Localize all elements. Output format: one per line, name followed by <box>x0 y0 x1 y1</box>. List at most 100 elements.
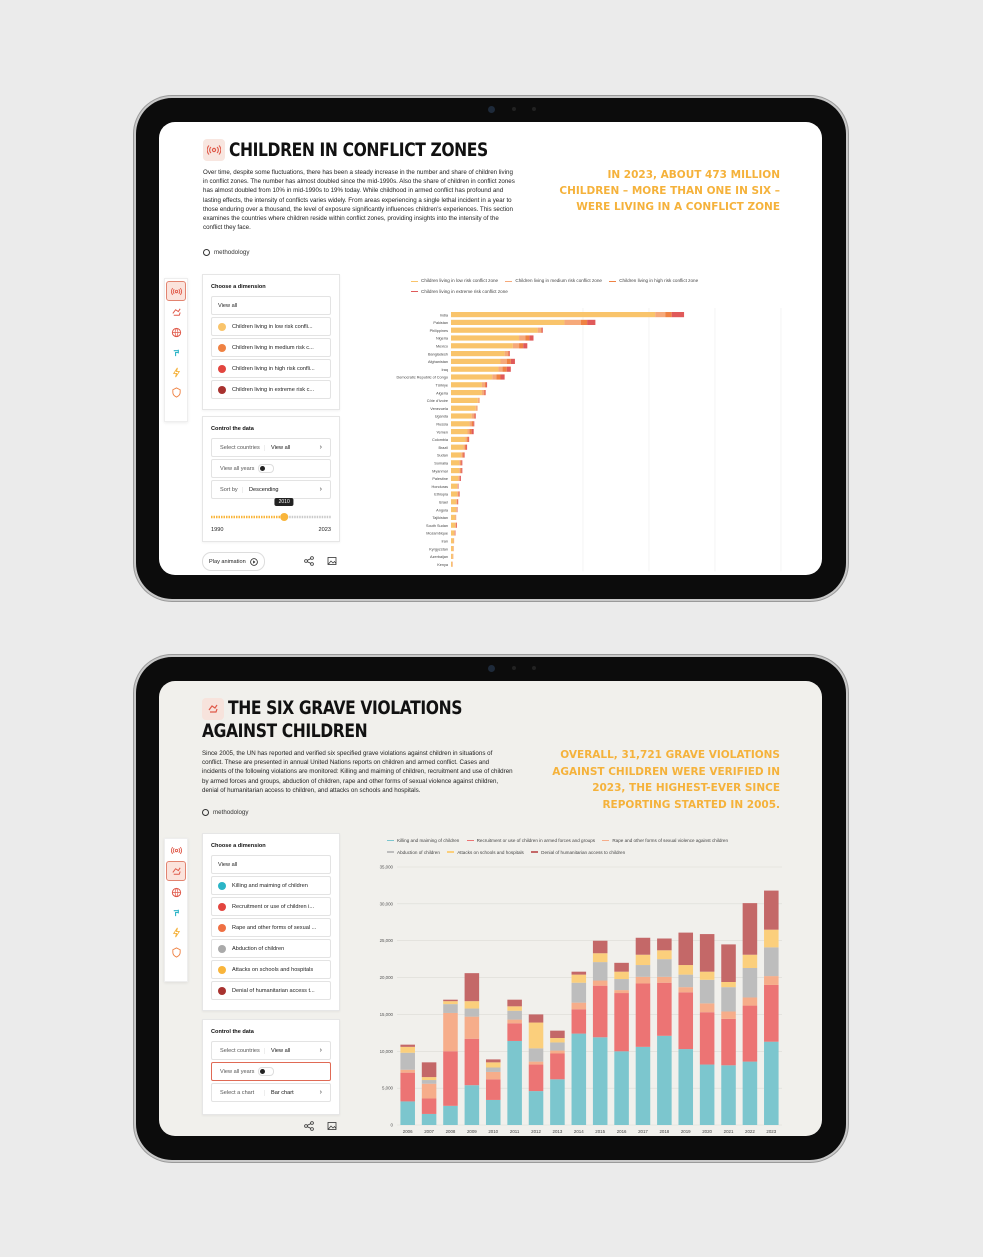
download-image-button[interactable] <box>325 554 338 567</box>
bar-segment <box>507 1023 522 1041</box>
view-all-years-toggle[interactable]: View all years <box>211 1062 331 1081</box>
legend-item-extreme[interactable]: Children living in extreme risk conflict… <box>411 287 508 297</box>
legend-item-low[interactable]: Children living in low risk conflict zon… <box>411 276 498 286</box>
bar-segment <box>550 1079 565 1125</box>
country-label: Azerbaijan <box>430 555 448 559</box>
sidebar-item-water[interactable] <box>167 343 185 361</box>
share-button[interactable] <box>302 1119 315 1132</box>
sidebar-item-protection[interactable] <box>167 383 185 401</box>
bar-segment-high <box>476 405 478 411</box>
methodology-link[interactable]: methodology <box>202 809 248 816</box>
sidebar-item-grave-violations[interactable] <box>167 303 185 321</box>
dimension-abduction[interactable]: Abduction of children <box>211 939 331 958</box>
sidebar-item-globe[interactable] <box>167 883 185 901</box>
bar-segment-low <box>451 413 472 419</box>
sidebar-item-protection[interactable] <box>167 943 185 961</box>
dimension-high-risk[interactable]: Children living in high risk confli... <box>211 359 331 378</box>
bar-segment-extreme <box>506 366 511 372</box>
select-countries[interactable]: Select countries View all › <box>211 1041 331 1060</box>
dimension-sexual-violence[interactable]: Rape and other forms of sexual ... <box>211 918 331 937</box>
page-title-line1: THE SIX GRAVE VIOLATIONS <box>228 697 463 719</box>
bar-segment <box>443 1001 458 1005</box>
bar-segment-high <box>465 444 467 450</box>
slider-thumb[interactable] <box>280 513 289 521</box>
legend-item-medium[interactable]: Children living in medium risk conflict … <box>505 276 602 286</box>
bar-segment <box>400 1072 415 1102</box>
view-all-years-toggle[interactable]: View all years <box>211 459 331 478</box>
dimension-view-all[interactable]: View all <box>211 296 331 315</box>
toggle-switch[interactable] <box>258 1067 275 1076</box>
bar-segment-medium <box>457 491 459 497</box>
play-animation-button[interactable]: Play animation <box>202 552 265 571</box>
x-tick-label: 2023 <box>766 1129 776 1134</box>
bar-segment-low <box>451 475 459 481</box>
legend-swatch <box>411 280 418 282</box>
slider-end-label: 2023 <box>318 527 331 533</box>
bar-segment-high <box>456 499 458 505</box>
share-button[interactable] <box>302 554 315 567</box>
country-label: Venezuela <box>430 407 449 411</box>
abduction-dot <box>218 944 226 953</box>
bar-segment <box>528 1064 544 1092</box>
legend-label: Children living in high risk conflict zo… <box>619 278 699 284</box>
country-label: Angola <box>436 508 449 512</box>
country-label: Iraq <box>441 368 448 372</box>
country-label: Afghanistan <box>428 360 448 364</box>
dimension-low-risk[interactable]: Children living in low risk confli... <box>211 317 331 336</box>
water-tap-icon <box>173 909 179 916</box>
bar-segment <box>464 1001 480 1009</box>
dimension-view-all[interactable]: View all <box>211 855 331 874</box>
bar-segment <box>507 999 522 1007</box>
sidebar-item-globe[interactable] <box>167 323 185 341</box>
select-countries[interactable]: Select countries View all › <box>211 438 331 457</box>
sidebar-item-climate[interactable] <box>167 923 185 941</box>
methodology-link[interactable]: methodology <box>203 249 249 256</box>
water-tap-icon <box>173 349 179 356</box>
screen-grave-violations: THE SIX GRAVE VIOLATIONS AGAINST CHILDRE… <box>159 681 822 1136</box>
control-title: Control the data <box>211 426 254 432</box>
bar-segment <box>635 954 651 966</box>
dimension-medium-risk[interactable]: Children living in medium risk c... <box>211 338 331 357</box>
bar-segment <box>528 1048 544 1062</box>
sidebar-item-climate[interactable] <box>167 363 185 381</box>
dimension-recruitment[interactable]: Recruitment or use of children i... <box>211 897 331 916</box>
x-tick-label: 2010 <box>488 1129 498 1134</box>
dimension-killing-maiming[interactable]: Killing and maiming of children <box>211 876 331 895</box>
bar-segment <box>421 1098 437 1114</box>
sexual-violence-dot <box>218 923 226 932</box>
bar-segment-medium <box>456 507 457 513</box>
y-tick-label: 20,000 <box>380 975 394 980</box>
legend-item-recruitment[interactable]: Recruitment or use of children in armed … <box>466 835 595 846</box>
bar-segment <box>443 1012 458 1052</box>
sidebar-item-water[interactable] <box>167 903 185 921</box>
legend-item-killing[interactable]: Killing and maiming of children <box>387 835 459 846</box>
legend-item-sexual-violence[interactable]: Rape and other forms of sexual violence … <box>602 835 728 846</box>
legend-item-abduction[interactable]: Abduction of children <box>387 847 440 858</box>
bar-segment <box>507 1019 522 1024</box>
legend-swatch <box>447 851 455 853</box>
sidebar-item-conflict-zones[interactable] <box>166 281 186 301</box>
toggle-switch[interactable] <box>258 464 275 473</box>
legend-item-attacks[interactable]: Attacks on schools and hospitals <box>447 847 524 858</box>
bar-segment-low <box>451 436 466 442</box>
sort-by-select[interactable]: Sort by Descending › <box>211 480 331 499</box>
bar-segment-high <box>473 413 475 419</box>
option-label: Children living in high risk confli... <box>232 365 315 372</box>
bar-segment <box>571 971 587 975</box>
year-slider[interactable] <box>209 511 333 523</box>
dimension-attacks-schools[interactable]: Attacks on schools and hospitals <box>211 960 331 979</box>
sidebar-item-conflict-zones[interactable] <box>167 841 185 859</box>
legend-item-high[interactable]: Children living in high risk conflict zo… <box>609 276 698 286</box>
bar-segment <box>635 965 651 977</box>
dimension-denial-access[interactable]: Denial of humanitarian access t... <box>211 981 331 1000</box>
bar-segment <box>400 1052 415 1070</box>
legend-item-denial[interactable]: Denial of humanitarian access to childre… <box>531 847 625 858</box>
chart-type-select[interactable]: Select a chart Bar chart › <box>211 1083 331 1102</box>
radio-signal-icon <box>170 846 182 854</box>
bar-segment-medium <box>455 522 456 528</box>
bar-segment <box>571 1009 587 1034</box>
download-image-button[interactable] <box>325 1119 338 1132</box>
country-label: Philippines <box>430 329 448 333</box>
dimension-extreme-risk[interactable]: Children living in extreme risk c... <box>211 380 331 399</box>
sidebar-item-grave-violations[interactable] <box>166 861 186 881</box>
